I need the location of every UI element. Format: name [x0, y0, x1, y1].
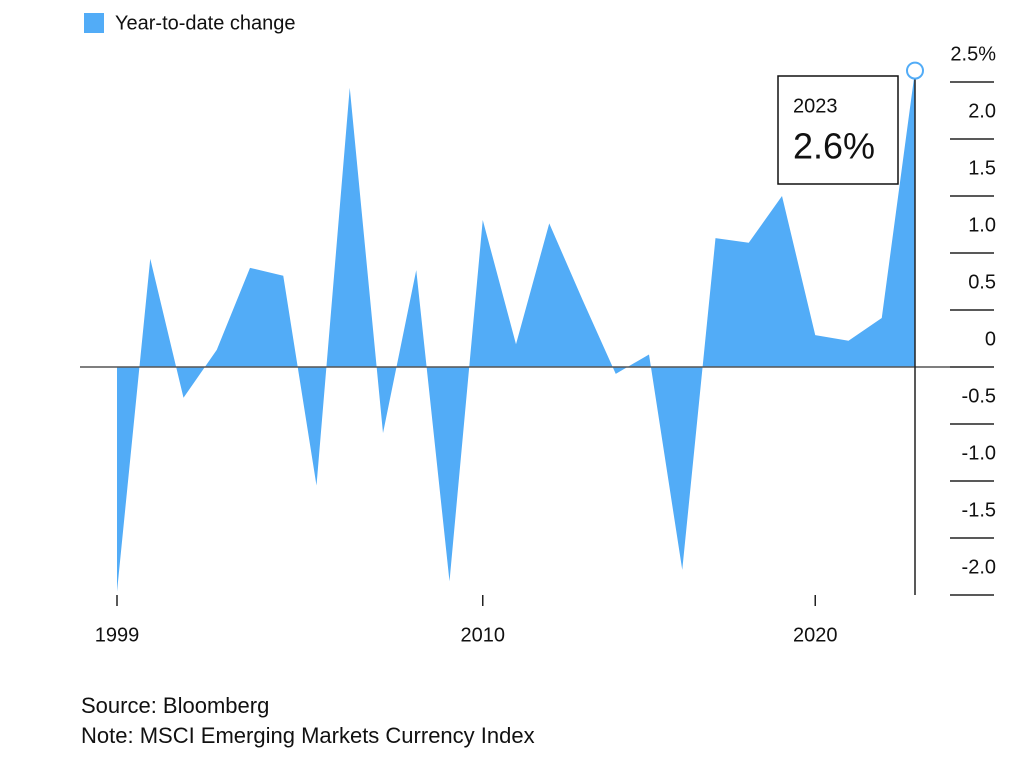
y-tick-label: 2.0 — [968, 100, 996, 122]
annotation-box — [777, 75, 899, 185]
y-tick-label: -1.0 — [962, 442, 996, 464]
annotation-value: 2.6% — [793, 126, 875, 167]
y-tick-label: 1.0 — [968, 214, 996, 236]
area — [117, 70, 915, 592]
x-tick-label: 2010 — [461, 624, 506, 646]
y-tick-label: -0.5 — [962, 385, 996, 407]
legend-label: Year-to-date change — [115, 12, 296, 34]
note: Source: Bloomberg — [81, 693, 269, 718]
y-tick-label: -1.5 — [962, 499, 996, 521]
y-tick-label: 0.5 — [968, 271, 996, 293]
y-tick-label: -2.0 — [962, 556, 996, 578]
y-tick-label: 0 — [985, 328, 996, 350]
annotation-year: 2023 — [793, 95, 838, 117]
x-tick-label: 1999 — [95, 624, 140, 646]
legend-swatch — [84, 13, 104, 33]
x-tick-label: 2020 — [793, 624, 838, 646]
note: Note: MSCI Emerging Markets Currency Ind… — [81, 723, 535, 748]
y-tick-label: 1.5 — [968, 157, 996, 179]
y-tick-label: 2.5% — [950, 43, 996, 65]
highlight-marker — [906, 61, 924, 80]
